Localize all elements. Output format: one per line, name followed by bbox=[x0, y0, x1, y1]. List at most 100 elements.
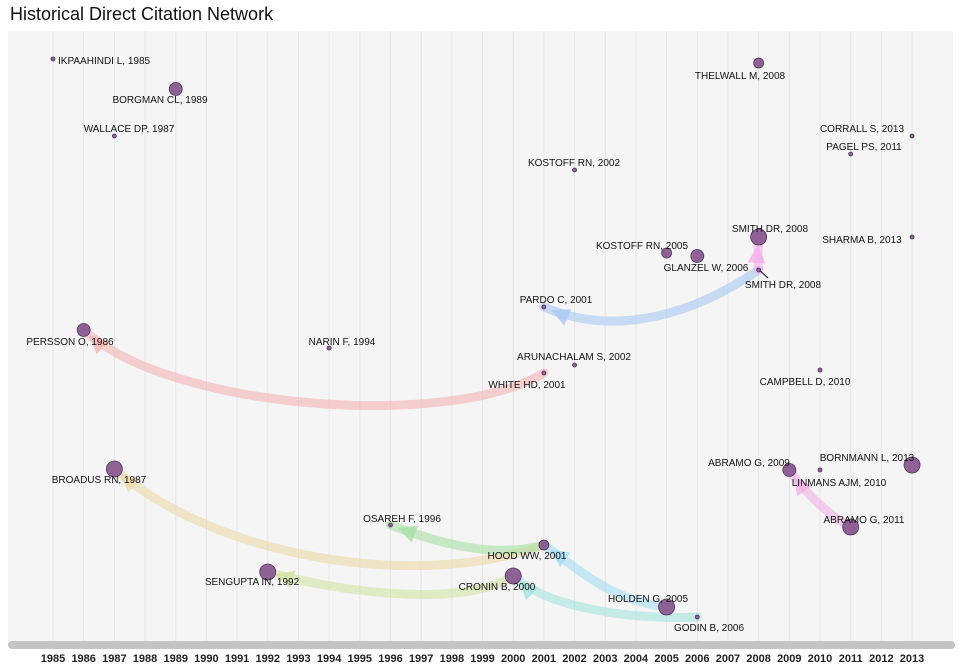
x-tick-label-1991: 1991 bbox=[225, 653, 249, 665]
x-tick-label-2002: 2002 bbox=[562, 653, 586, 665]
x-tick-label-1993: 1993 bbox=[286, 653, 310, 665]
x-tick-label-2004: 2004 bbox=[624, 653, 649, 665]
node-whitehd bbox=[541, 370, 547, 376]
node-label-borgman: BORGMAN CL, 1989 bbox=[112, 95, 207, 106]
citation-edge-arrow bbox=[550, 549, 571, 568]
node-label-smith2008b: SMITH DR, 2008 bbox=[745, 280, 822, 291]
node-persson bbox=[76, 323, 91, 337]
x-tick-label-2011: 2011 bbox=[839, 653, 863, 665]
node-linmans bbox=[817, 467, 823, 473]
x-tick-label-2012: 2012 bbox=[869, 653, 893, 665]
citation-edge bbox=[79, 325, 549, 411]
x-tick-label-2008: 2008 bbox=[746, 653, 770, 665]
node-label-arunachalam: ARUNACHALAM S, 2002 bbox=[517, 352, 631, 363]
node-broadus bbox=[105, 460, 123, 478]
citation-edge-arrow bbox=[89, 335, 109, 355]
node-label-ikpaahindi: IKPAAHINDI L, 1985 bbox=[58, 56, 151, 67]
node-label-smith2008a: SMITH DR, 2008 bbox=[732, 224, 809, 235]
x-tick-label-2007: 2007 bbox=[716, 653, 740, 665]
x-tick-label-1997: 1997 bbox=[409, 653, 433, 665]
x-tick-label-2000: 2000 bbox=[501, 653, 525, 665]
node-smith2008b bbox=[756, 267, 762, 273]
node-label-abramo2011: ABRAMO G, 2011 bbox=[824, 515, 905, 526]
x-tick-label-1985: 1985 bbox=[41, 653, 65, 665]
x-tick-label-1996: 1996 bbox=[378, 653, 402, 665]
node-pardo bbox=[541, 304, 547, 310]
citation-edge-arrow bbox=[519, 581, 539, 601]
node-label-corrall: CORRALL S, 2013 bbox=[820, 124, 905, 135]
node-label-linmans: LINMANS AJM, 2010 bbox=[792, 478, 887, 489]
x-tick-label-1999: 1999 bbox=[470, 653, 494, 665]
x-tick-label-1995: 1995 bbox=[348, 653, 372, 665]
x-tick-label-1988: 1988 bbox=[133, 653, 157, 665]
citation-edge-arrow bbox=[397, 525, 418, 543]
x-tick-label-1987: 1987 bbox=[102, 653, 126, 665]
node-label-whitehd: WHITE HD, 2001 bbox=[488, 380, 566, 391]
node-label-kostoff2005: KOSTOFF RN, 2005 bbox=[596, 241, 689, 252]
citation-edge bbox=[263, 567, 518, 599]
node-bornmann bbox=[903, 456, 921, 474]
node-label-bornmann: BORNMANN L, 2013 bbox=[820, 453, 915, 464]
node-label-campbell: CAMPBELL D, 2010 bbox=[760, 377, 851, 388]
x-tick-label-2001: 2001 bbox=[532, 653, 556, 665]
x-tick-label-2010: 2010 bbox=[808, 653, 832, 665]
node-borgman bbox=[168, 82, 183, 96]
citation-edge-arrow bbox=[275, 570, 296, 588]
citation-edge-arrow bbox=[793, 476, 812, 497]
node-holden bbox=[658, 598, 675, 616]
node-label-pagel: PAGEL PS, 2011 bbox=[826, 142, 902, 153]
node-label-wallace: WALLACE DP, 1987 bbox=[84, 124, 175, 135]
node-label-osareh: OSAREH F, 1996 bbox=[363, 514, 441, 525]
node-campbell bbox=[817, 367, 823, 373]
node-abramo2009 bbox=[782, 463, 797, 477]
citation-edge-arrow bbox=[551, 309, 572, 326]
node-pagel bbox=[848, 151, 854, 157]
citation-edge bbox=[109, 464, 549, 571]
node-label-broadus: BROADUS RN, 1987 bbox=[52, 475, 147, 486]
node-label-sengupta: SENGUPTA IN, 1992 bbox=[205, 577, 300, 588]
node-wallace bbox=[111, 133, 117, 139]
node-arunachalam bbox=[572, 362, 577, 368]
node-label-kostoff2002: KOSTOFF RN, 2002 bbox=[528, 158, 621, 169]
node-label-abramo2009: ABRAMO G, 2009 bbox=[708, 458, 790, 469]
axis-bar bbox=[8, 641, 955, 649]
node-godin bbox=[694, 614, 700, 620]
node-label-thelwall: THELWALL M, 2008 bbox=[695, 71, 786, 82]
citation-edge-arrow bbox=[120, 474, 140, 493]
node-corrall bbox=[909, 133, 915, 139]
node-label-glanzel: GLANZEL W, 2006 bbox=[664, 263, 749, 274]
node-sengupta bbox=[259, 563, 277, 581]
x-tick-label-2005: 2005 bbox=[654, 653, 678, 665]
node-osareh bbox=[388, 522, 393, 528]
node-abramo2011 bbox=[842, 518, 860, 536]
x-tick-label-2009: 2009 bbox=[777, 653, 801, 665]
node-kostoff2005 bbox=[661, 247, 672, 259]
node-label-sharma: SHARMA B, 2013 bbox=[822, 235, 902, 246]
node-kostoff2002 bbox=[572, 167, 577, 173]
x-tick-label-1989: 1989 bbox=[163, 653, 187, 665]
x-tick-label-1998: 1998 bbox=[440, 653, 464, 665]
node-label-persson: PERSSON O, 1986 bbox=[26, 337, 114, 348]
node-cronin bbox=[504, 567, 522, 585]
node-label-narin: NARIN F, 1994 bbox=[309, 337, 376, 348]
node-glanzel bbox=[690, 249, 705, 263]
x-tick-label-2006: 2006 bbox=[685, 653, 709, 665]
x-tick-label-1990: 1990 bbox=[194, 653, 218, 665]
citation-edge bbox=[539, 265, 764, 326]
node-thelwall bbox=[753, 57, 765, 69]
node-sharma bbox=[909, 234, 915, 240]
chart-title: Historical Direct Citation Network bbox=[10, 4, 274, 24]
x-tick-label-1992: 1992 bbox=[256, 653, 280, 665]
node-hood bbox=[538, 539, 550, 551]
x-tick-label-1986: 1986 bbox=[71, 653, 95, 665]
node-label-cronin: CRONIN B, 2000 bbox=[459, 582, 536, 593]
node-label-hood: HOOD WW, 2001 bbox=[488, 551, 567, 562]
node-narin bbox=[326, 345, 332, 351]
node-label-godin: GODIN B, 2006 bbox=[674, 623, 744, 634]
node-label-pardo: PARDO C, 2001 bbox=[520, 295, 593, 306]
node-label-holden: HOLDEN G, 2005 bbox=[608, 594, 688, 605]
x-tick-label-2013: 2013 bbox=[900, 653, 924, 665]
node-smith2008a bbox=[750, 228, 768, 246]
x-tick-label-2003: 2003 bbox=[593, 653, 617, 665]
